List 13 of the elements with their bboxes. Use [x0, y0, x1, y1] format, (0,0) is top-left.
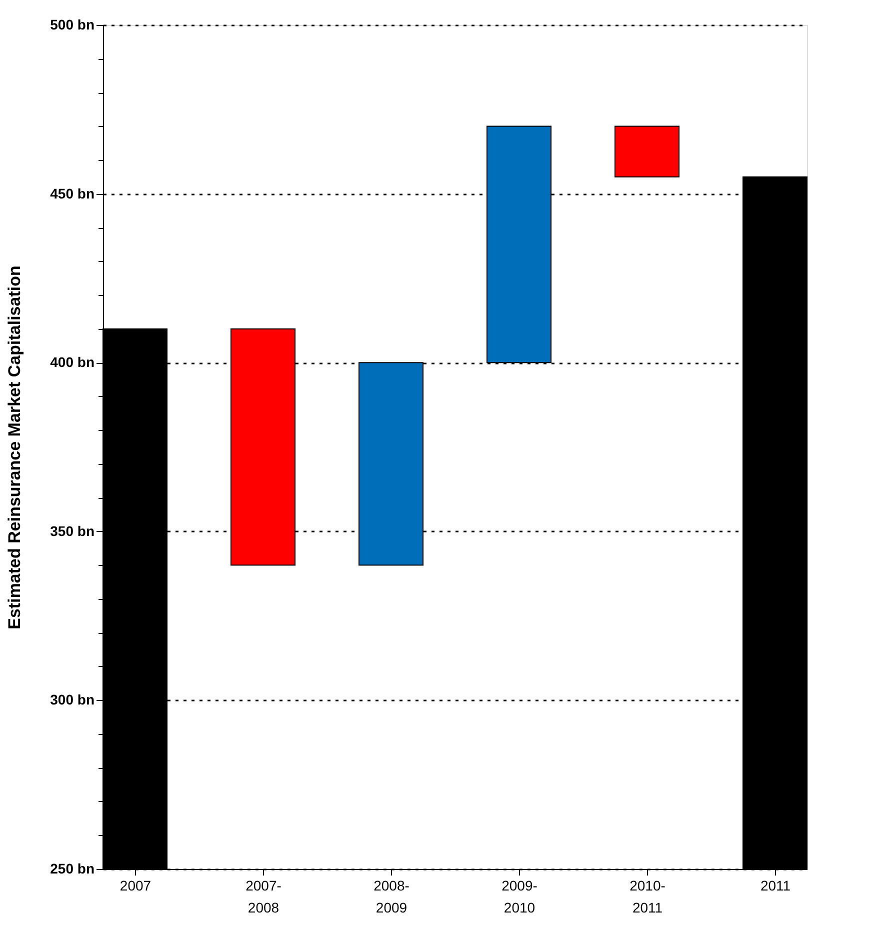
y-tick-label: 400 bn	[50, 354, 94, 370]
y-tick-label: 450 bn	[50, 185, 94, 202]
x-tick-label: 2010-2011	[630, 878, 666, 916]
y-tick-label: 300 bn	[50, 692, 94, 708]
y-axis-title: Estimated Reinsurance Market Capitalisation	[5, 266, 24, 630]
x-tick-label: 2007	[120, 878, 152, 894]
x-tick-label: 2007-2008	[246, 878, 282, 916]
x-tick-label: 2009-2010	[502, 878, 538, 916]
x-tick-label: 2008-2009	[374, 878, 410, 916]
y-tick-label: 350 bn	[50, 522, 94, 539]
y-tick-label: 500 bn	[50, 16, 94, 32]
x-tick-label: 2011	[760, 878, 791, 894]
y-tick-label: 250 bn	[50, 860, 94, 876]
